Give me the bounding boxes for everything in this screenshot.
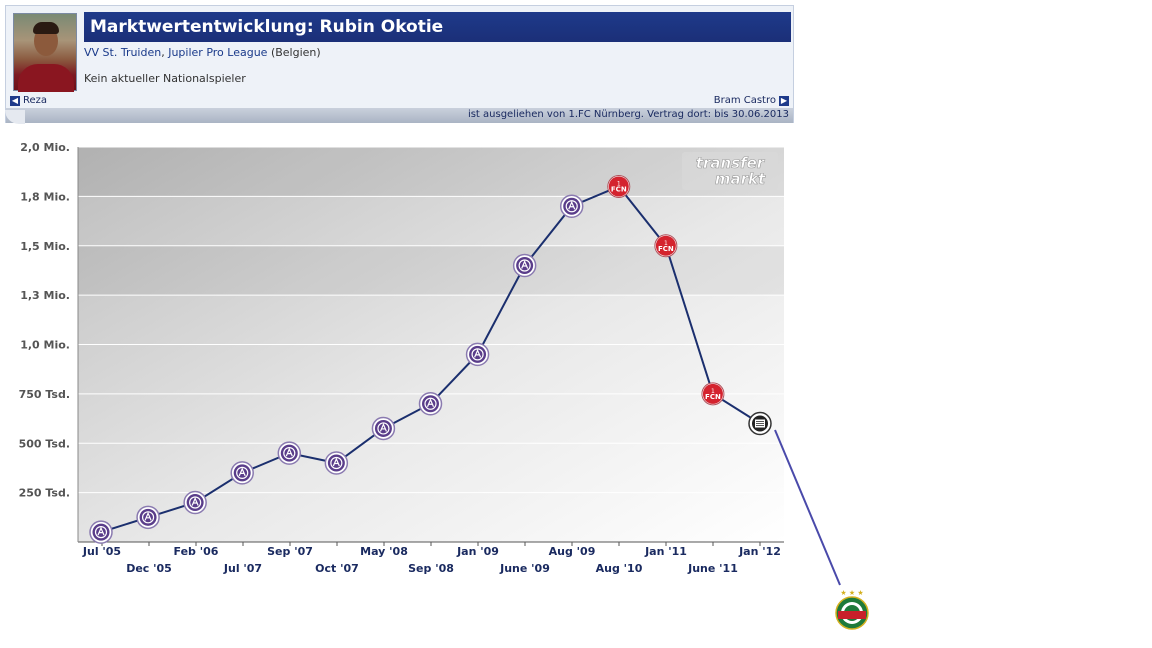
- data-point-austria[interactable]: [89, 520, 113, 544]
- country-label: (Belgien): [270, 46, 321, 59]
- data-point-austria[interactable]: [183, 490, 207, 515]
- page-title: Marktwertentwicklung: Rubin Okotie: [90, 17, 444, 37]
- player-photo: [13, 13, 77, 92]
- x-tick-label: Sep '07: [267, 545, 313, 558]
- svg-text:1: 1: [617, 181, 621, 188]
- x-tick-label: Jul '07: [223, 562, 262, 575]
- rapid-club-logo: ★ ★ ★: [835, 589, 869, 630]
- header-corner: [5, 110, 25, 124]
- x-tick-label: Jan '09: [456, 545, 499, 558]
- x-tick-label: Jan '12: [738, 545, 781, 558]
- svg-text:1: 1: [711, 388, 715, 395]
- data-point-austria[interactable]: [136, 505, 160, 530]
- grid-band: [78, 147, 784, 197]
- svg-text:1: 1: [664, 240, 668, 247]
- prev-player-link[interactable]: ◀ Reza: [10, 95, 47, 106]
- y-tick-label: 1,5 Mio.: [20, 240, 70, 253]
- x-tick-label: May '08: [360, 545, 408, 558]
- y-tick-label: 250 Tsd.: [19, 487, 70, 500]
- data-point-austria[interactable]: [324, 451, 349, 475]
- x-tick-label: Aug '09: [549, 545, 596, 558]
- x-tick-label: Feb '06: [174, 545, 219, 558]
- svg-text:FCN: FCN: [658, 245, 674, 253]
- x-tick-label: Jan '11: [644, 545, 687, 558]
- svg-text:FCN: FCN: [705, 393, 721, 401]
- loan-info-bar: ist ausgeliehen von 1.FC Nürnberg. Vertr…: [6, 108, 793, 123]
- x-tick-label: June '11: [687, 562, 738, 575]
- watermark-line2: markt: [715, 170, 766, 188]
- x-tick-label: June '09: [499, 562, 550, 575]
- next-player-link[interactable]: Bram Castro ▶: [714, 95, 789, 106]
- watermark-line1: transfer: [696, 154, 766, 172]
- data-point-austria[interactable]: [230, 461, 254, 485]
- next-player-label: Bram Castro: [713, 95, 776, 106]
- svg-text:★ ★ ★: ★ ★ ★: [840, 589, 863, 597]
- data-point-austria[interactable]: [512, 253, 537, 278]
- player-header: Marktwertentwicklung: Rubin Okotie VV St…: [5, 5, 794, 123]
- y-tick-label: 2,0 Mio.: [20, 141, 70, 154]
- league-link[interactable]: Jupiler Pro League: [168, 46, 268, 59]
- chevron-right-icon: ▶: [779, 95, 789, 106]
- loan-info: ist ausgeliehen von 1.FC Nürnberg. Vertr…: [467, 109, 789, 120]
- x-tick-label: Oct '07: [315, 562, 359, 575]
- prev-player-label: Reza: [23, 95, 48, 106]
- data-point-austria[interactable]: [559, 194, 584, 218]
- nation-status: Kein aktueller Nationalspieler: [84, 72, 246, 85]
- data-point-austria[interactable]: [465, 342, 490, 367]
- y-tick-label: 1,8 Mio.: [20, 190, 70, 203]
- club-line: VV St. Truiden, Jupiler Pro League (Belg…: [84, 46, 321, 59]
- club-link[interactable]: VV St. Truiden: [84, 46, 162, 59]
- x-tick-label: Aug '10: [596, 562, 643, 575]
- y-tick-label: 500 Tsd.: [19, 437, 70, 450]
- tooltip-pointer-line: [774, 429, 841, 586]
- x-tick-label: Jul '05: [82, 545, 121, 558]
- data-point-austria[interactable]: [277, 441, 302, 465]
- chevron-left-icon: ◀: [10, 95, 20, 106]
- y-tick-label: 750 Tsd.: [19, 388, 70, 401]
- svg-text:FCN: FCN: [611, 186, 627, 194]
- y-tick-label: 1,0 Mio.: [20, 339, 70, 352]
- data-point-sturm[interactable]: [748, 411, 772, 436]
- x-tick-label: Sep '08: [408, 562, 454, 575]
- title-bar: Marktwertentwicklung: Rubin Okotie: [84, 12, 791, 42]
- y-tick-label: 1,3 Mio.: [20, 289, 70, 302]
- grid-band: [78, 245, 784, 296]
- transfermarkt-watermark: transfer markt: [682, 152, 778, 190]
- data-point-austria[interactable]: [371, 416, 396, 441]
- x-tick-label: Dec '05: [126, 562, 172, 575]
- data-point-austria[interactable]: [418, 392, 443, 416]
